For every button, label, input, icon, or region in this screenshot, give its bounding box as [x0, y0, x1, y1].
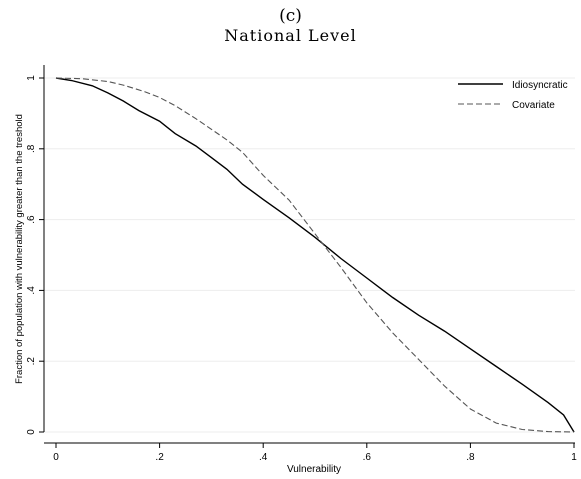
legend: Idiosyncratic Covariate [458, 80, 568, 111]
y-tick-label: 1 [26, 75, 37, 81]
series-line-covariate [55, 77, 575, 433]
y-tick-label: .2 [26, 357, 37, 366]
y-tick-label: .8 [26, 144, 37, 153]
y-axis-label: Fraction of population with vulnerabilit… [14, 114, 25, 384]
x-tick-label: .6 [363, 452, 372, 463]
x-tick-label: .8 [466, 452, 475, 463]
legend-label-covariate: Covariate [512, 100, 555, 111]
y-tick-label: .6 [26, 215, 37, 224]
x-tick-label: .4 [259, 452, 268, 463]
grid-lines [44, 77, 575, 433]
panel-label: (c) [279, 6, 302, 26]
chart-title: National Level [224, 26, 357, 45]
x-axis-label: Vulnerability [287, 464, 341, 475]
legend-label-idiosyncratic: Idiosyncratic [512, 80, 568, 91]
tick-layer: 0 .2 .4 .6 .8 1 0 .2 .4 .6 .8 1 [26, 75, 577, 463]
x-tick-label: 1 [571, 452, 577, 463]
y-tick-label: .4 [26, 286, 37, 295]
chart-title-block: (c) National Level [0, 6, 581, 46]
y-tick-label: 0 [26, 429, 37, 435]
x-tick-label: 0 [53, 452, 59, 463]
x-tick-label: .2 [155, 452, 164, 463]
series-line-idiosyncratic [55, 77, 575, 433]
axes [43, 65, 575, 444]
series-layer [55, 77, 575, 433]
